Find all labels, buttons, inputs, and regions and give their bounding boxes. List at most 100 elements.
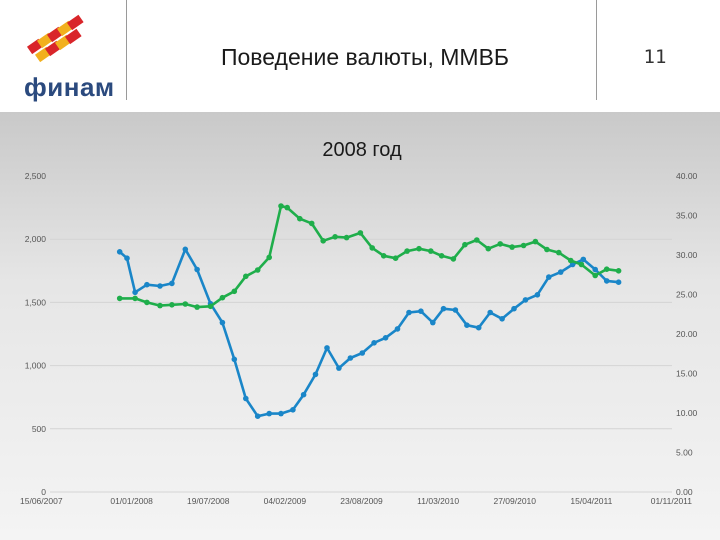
- blue-series-point: [557, 269, 564, 275]
- line-chart: 2008 год 0 500 1,000 1,500 2,000 2,500 0.00 5.…: [20, 139, 698, 506]
- green-series-point: [343, 234, 350, 241]
- green-series-point: [182, 301, 189, 307]
- blue-series-point: [144, 281, 150, 288]
- blue-series-point: [580, 256, 587, 263]
- page-number: 11: [643, 46, 667, 68]
- logo-emblem-icon: [26, 14, 84, 63]
- green-series-point: [157, 302, 163, 309]
- series-layer: [116, 203, 622, 420]
- right-axis-tick-label: 30.00: [676, 250, 698, 260]
- blue-series-point: [359, 350, 366, 356]
- green-series-point: [297, 215, 303, 222]
- blue-series-point: [534, 292, 541, 298]
- left-axis-tick-label: 0: [41, 487, 46, 497]
- blue-series-line: [118, 248, 619, 418]
- blue-series-point: [546, 274, 552, 280]
- left-axis-ticks: 0 500 1,000 1,500 2,000 2,500: [25, 171, 47, 497]
- blue-series-point: [278, 410, 284, 417]
- right-axis-tick-label: 25.00: [676, 290, 698, 300]
- green-series-point: [603, 266, 610, 272]
- right-axis-tick-label: 5.00: [676, 448, 693, 458]
- blue-series-point: [194, 266, 200, 273]
- blue-series-point: [511, 305, 517, 312]
- green-series-point: [497, 241, 504, 247]
- green-series-point: [392, 255, 399, 261]
- right-axis-tick-label: 10.00: [676, 408, 698, 418]
- blue-series-point: [324, 345, 330, 351]
- x-axis-tick-label: 01/11/2011: [651, 496, 693, 506]
- chart-title: 2008 год: [322, 139, 402, 161]
- right-axis-ticks: 0.00 5.00 10.00 15.00 20.00 25.00 30.00 35.00 40…: [676, 171, 698, 497]
- blue-series-point: [231, 356, 238, 363]
- x-axis-ticks: 15/06/2007 01/01/2008 19/07/2008 04/02/2009…: [20, 496, 692, 506]
- green-series-point: [231, 288, 238, 295]
- blue-series-point: [347, 355, 354, 361]
- green-series-point: [219, 294, 226, 301]
- green-series-point: [207, 303, 214, 310]
- header-divider-left: [126, 0, 127, 100]
- x-axis-tick-label: 15/04/2011: [570, 496, 612, 506]
- green-series-point: [254, 267, 261, 273]
- green-series-point: [194, 304, 200, 310]
- green-series-point: [438, 253, 445, 259]
- blue-series-point: [312, 371, 319, 378]
- blue-series-point: [157, 283, 163, 289]
- green-series-point: [592, 272, 598, 279]
- green-series-point: [243, 273, 249, 280]
- blue-series-point: [522, 297, 529, 303]
- green-series-point: [284, 204, 291, 211]
- green-series-point: [428, 248, 434, 254]
- green-series-point: [474, 237, 480, 243]
- green-series-point: [169, 302, 175, 308]
- blue-series-point: [300, 391, 307, 398]
- x-axis-tick-label: 04/02/2009: [264, 496, 307, 506]
- x-axis-tick-label: 11/03/2010: [417, 496, 459, 506]
- green-series-point: [404, 248, 410, 254]
- blue-series-point: [382, 335, 389, 341]
- green-series-point: [369, 245, 376, 251]
- left-axis-tick-label: 1,000: [25, 361, 47, 371]
- blue-series-point: [406, 309, 412, 316]
- blue-series-point: [592, 266, 598, 273]
- green-series-point: [416, 245, 422, 252]
- blue-series-point: [464, 322, 470, 328]
- green-series-point: [462, 241, 468, 248]
- blue-series-point: [615, 279, 622, 285]
- green-series-point: [509, 244, 515, 250]
- blue-series-point: [487, 309, 494, 316]
- right-axis-tick-label: 20.00: [676, 329, 698, 339]
- blue-series-point: [182, 246, 189, 253]
- x-axis-tick-label: 01/01/2008: [110, 496, 153, 506]
- green-series-point: [278, 203, 284, 209]
- blue-series-point: [169, 280, 175, 287]
- right-axis-tick-label: 40.00: [676, 171, 698, 181]
- green-series-point: [380, 253, 387, 259]
- blue-series-point: [603, 278, 610, 284]
- blue-series-point: [116, 249, 123, 255]
- blue-series-point: [394, 326, 401, 332]
- right-axis-tick-label: 0.00: [676, 487, 693, 497]
- blue-series-point: [219, 319, 226, 326]
- blue-series-point: [499, 316, 505, 322]
- green-series-point: [266, 254, 273, 261]
- blue-series-point: [336, 365, 342, 371]
- blue-series-point: [475, 324, 482, 331]
- blue-series-point: [266, 410, 273, 417]
- chart-area: 2008 год 0 500 1,000 1,500 2,000 2,500 0.00 5.…: [0, 112, 720, 540]
- right-axis-tick-label: 15.00: [676, 369, 698, 379]
- x-axis-tick-label: 23/08/2009: [340, 496, 383, 506]
- left-axis-tick-label: 2,500: [25, 171, 47, 181]
- green-series-point: [532, 238, 539, 245]
- blue-series-point: [371, 340, 377, 346]
- green-series-point: [485, 245, 492, 252]
- green-series-point: [567, 257, 574, 264]
- slide-header: финам Поведение валюты, ММВБ 11: [0, 0, 720, 112]
- blue-series-point: [452, 307, 459, 313]
- right-axis-tick-label: 35.00: [676, 211, 698, 221]
- green-series-point: [556, 249, 562, 256]
- green-series-point: [615, 268, 622, 274]
- green-series-point: [332, 234, 338, 240]
- chart-grid: [50, 175, 672, 493]
- blue-series-point: [254, 413, 261, 420]
- page-title: Поведение валюты, ММВБ: [220, 44, 510, 70]
